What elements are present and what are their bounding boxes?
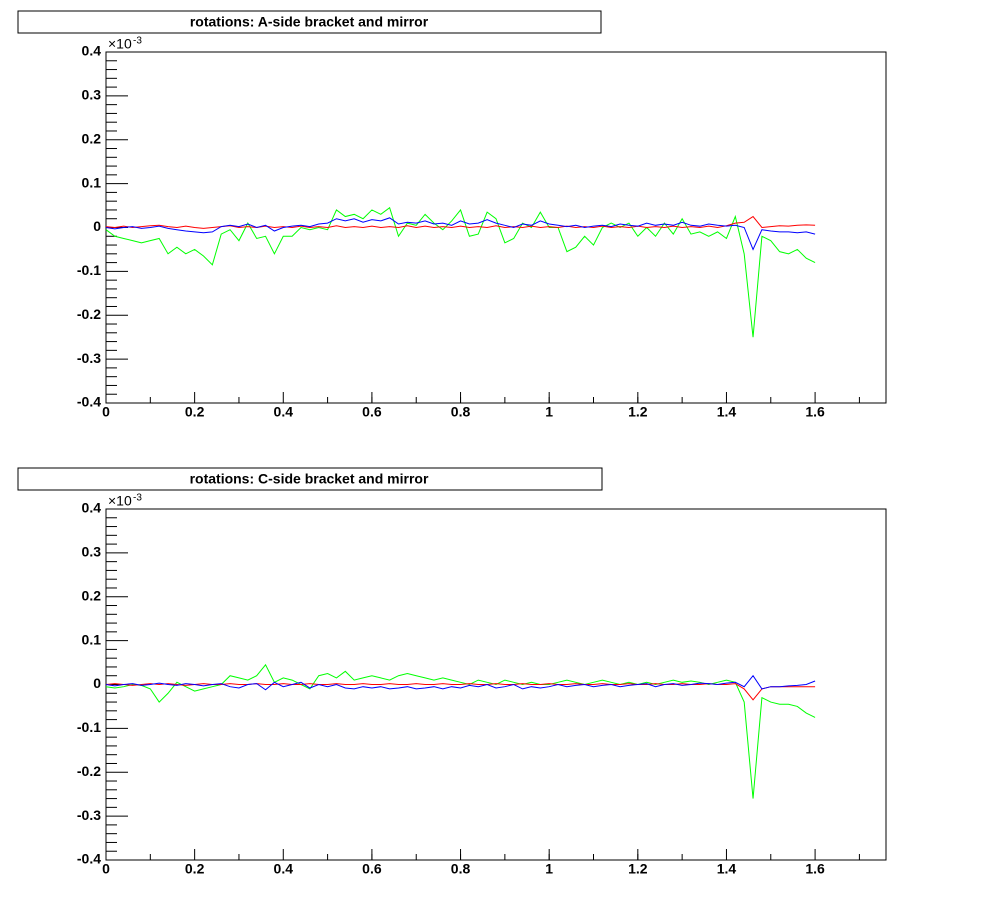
x-tick-label: 1.4 bbox=[717, 404, 737, 420]
x-tick-label: 1.6 bbox=[805, 861, 825, 877]
y-tick-label: -0.3 bbox=[77, 807, 101, 823]
y-tick-label: 0 bbox=[93, 675, 101, 691]
x-tick-label: 0.8 bbox=[451, 404, 471, 420]
x-tick-label: 1.2 bbox=[628, 404, 648, 420]
y-tick-label: -0.4 bbox=[77, 851, 101, 867]
title-box bbox=[17, 10, 602, 34]
y-tick-label: -0.3 bbox=[77, 350, 101, 366]
x-tick-label: 0.8 bbox=[451, 861, 471, 877]
x-tick-label: 1.2 bbox=[628, 861, 648, 877]
chart-panel: rotations: C-side bracket and mirror 0.4 0… bbox=[17, 467, 887, 877]
x-tick-label: 1.4 bbox=[717, 861, 737, 877]
x-tick-label: 1 bbox=[545, 861, 553, 877]
y-tick-label: 0.3 bbox=[82, 87, 102, 103]
y-exponent: -3 bbox=[133, 493, 142, 504]
y-tick-label: 0 bbox=[93, 218, 101, 234]
x-tick-label: 0.2 bbox=[185, 404, 205, 420]
y-tick-label: 0.1 bbox=[82, 631, 102, 647]
y-tick-label: 0.4 bbox=[82, 500, 102, 516]
y-tick-label: -0.2 bbox=[77, 306, 101, 322]
data-line bbox=[105, 217, 816, 251]
chart-title: rotations: C-side bracket and mirror bbox=[190, 471, 429, 487]
data-line bbox=[105, 215, 816, 229]
y-exponent: -3 bbox=[133, 36, 142, 47]
y-tick-label: 0.2 bbox=[82, 587, 102, 603]
y-tick-label: -0.4 bbox=[77, 394, 101, 410]
data-line bbox=[105, 683, 816, 701]
data-line bbox=[105, 206, 816, 338]
x-tick-label: 1.6 bbox=[805, 404, 825, 420]
chart-title: rotations: A-side bracket and mirror bbox=[190, 14, 429, 30]
x-tick-label: 0 bbox=[102, 404, 110, 420]
data-line bbox=[105, 663, 816, 799]
y-tick-label: -0.1 bbox=[77, 719, 101, 735]
y-multiplier: ×10 bbox=[108, 36, 132, 52]
x-tick-label: 0.6 bbox=[362, 861, 382, 877]
chart-panel: rotations: A-side bracket and mirror 0.4 0… bbox=[17, 10, 887, 420]
title-box bbox=[17, 467, 603, 491]
x-tick-label: 0.2 bbox=[185, 861, 205, 877]
y-multiplier: ×10 bbox=[108, 493, 132, 509]
plot-frame bbox=[105, 51, 887, 404]
y-tick-label: 0.1 bbox=[82, 174, 102, 190]
x-tick-label: 0 bbox=[102, 861, 110, 877]
y-tick-label: 0.4 bbox=[82, 43, 102, 59]
y-tick-label: -0.1 bbox=[77, 262, 101, 278]
y-tick-label: 0.2 bbox=[82, 130, 102, 146]
x-tick-label: 1 bbox=[545, 404, 553, 420]
data-line bbox=[105, 674, 816, 691]
x-tick-label: 0.4 bbox=[274, 404, 294, 420]
y-tick-label: 0.3 bbox=[82, 544, 102, 560]
x-tick-label: 0.4 bbox=[274, 861, 294, 877]
x-tick-label: 0.6 bbox=[362, 404, 382, 420]
y-tick-label: -0.2 bbox=[77, 763, 101, 779]
